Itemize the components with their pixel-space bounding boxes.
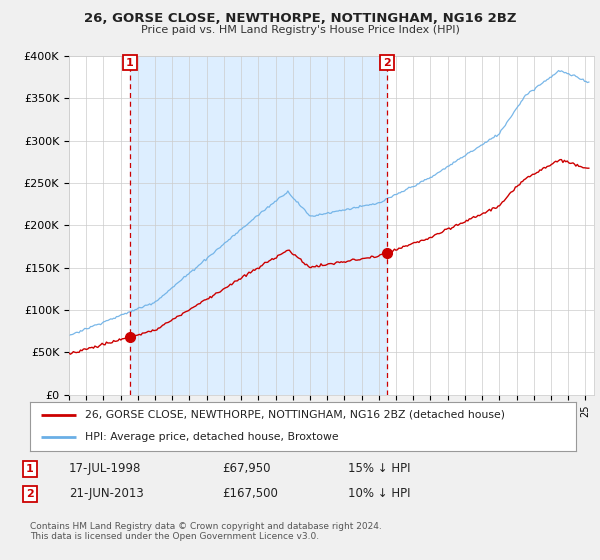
Text: 15% ↓ HPI: 15% ↓ HPI bbox=[348, 462, 410, 475]
Text: 1: 1 bbox=[26, 464, 34, 474]
Text: 26, GORSE CLOSE, NEWTHORPE, NOTTINGHAM, NG16 2BZ (detached house): 26, GORSE CLOSE, NEWTHORPE, NOTTINGHAM, … bbox=[85, 410, 505, 420]
Text: 2: 2 bbox=[383, 58, 391, 68]
Text: 26, GORSE CLOSE, NEWTHORPE, NOTTINGHAM, NG16 2BZ: 26, GORSE CLOSE, NEWTHORPE, NOTTINGHAM, … bbox=[84, 12, 516, 25]
Text: HPI: Average price, detached house, Broxtowe: HPI: Average price, detached house, Brox… bbox=[85, 432, 338, 442]
Text: 10% ↓ HPI: 10% ↓ HPI bbox=[348, 487, 410, 501]
Text: 1: 1 bbox=[126, 58, 134, 68]
Text: 21-JUN-2013: 21-JUN-2013 bbox=[69, 487, 144, 501]
Text: £67,950: £67,950 bbox=[222, 462, 271, 475]
Text: £167,500: £167,500 bbox=[222, 487, 278, 501]
Bar bbox=[130, 56, 387, 395]
Text: Contains HM Land Registry data © Crown copyright and database right 2024.
This d: Contains HM Land Registry data © Crown c… bbox=[30, 522, 382, 542]
Text: 2: 2 bbox=[26, 489, 34, 499]
Text: Price paid vs. HM Land Registry's House Price Index (HPI): Price paid vs. HM Land Registry's House … bbox=[140, 25, 460, 35]
Text: 17-JUL-1998: 17-JUL-1998 bbox=[69, 462, 142, 475]
